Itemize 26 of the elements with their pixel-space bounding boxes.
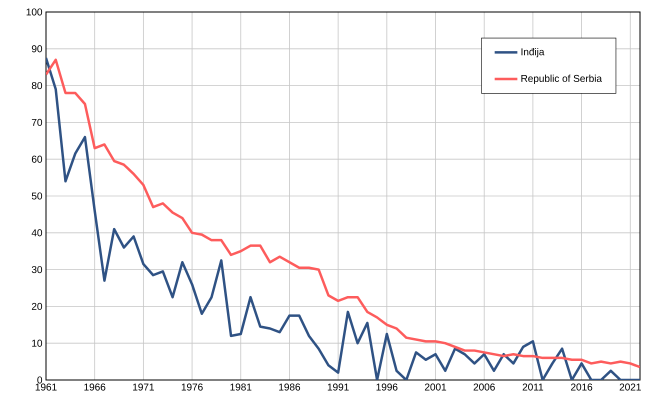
x-tick-label: 1996 — [376, 384, 398, 391]
y-tick-label: 30 — [32, 266, 42, 274]
y-tick-label: 100 — [26, 8, 42, 16]
y-tick-label: 0 — [37, 376, 42, 384]
y-tick-label: 50 — [32, 192, 42, 200]
y-tick-label: 20 — [32, 302, 42, 310]
legend-label: Inđija — [522, 48, 544, 58]
x-tick-label: 1986 — [279, 384, 300, 391]
y-tick-label: 10 — [32, 340, 42, 347]
y-tick-label: 40 — [32, 229, 42, 236]
x-tick-label: 1981 — [230, 384, 252, 391]
x-tick-label: 2006 — [474, 384, 495, 391]
x-tick-label: 2016 — [571, 384, 592, 391]
legend-label: Republic of Serbia — [521, 74, 602, 84]
x-tick-label: 1991 — [328, 384, 349, 391]
x-tick-label: 2011 — [522, 384, 544, 391]
y-tick-label: 80 — [32, 82, 42, 90]
x-tick-label: 1971 — [133, 384, 154, 391]
x-tick-label: 2001 — [424, 384, 446, 391]
x-tick-label: 1966 — [84, 384, 106, 391]
y-tick-label: 90 — [32, 45, 42, 52]
x-tick-label: 1976 — [182, 384, 203, 391]
x-tick-label: 1961 — [36, 384, 57, 391]
y-tick-label: 70 — [32, 118, 42, 126]
x-tick-label: 2021 — [620, 384, 641, 391]
y-tick-label: 60 — [32, 156, 42, 163]
